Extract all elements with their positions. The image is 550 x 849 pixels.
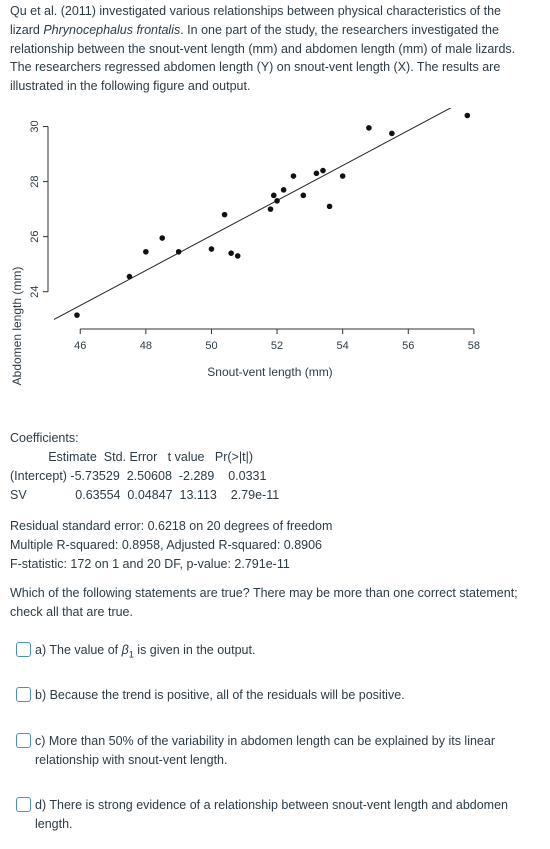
option-c-checkbox[interactable]: [16, 733, 31, 748]
data-point: [464, 112, 471, 119]
option-a[interactable]: a) The value of β1 is given in the outpu…: [16, 641, 516, 662]
option-a-label: a) The value of β1 is given in the outpu…: [35, 641, 516, 662]
data-point: [280, 187, 287, 193]
x-tick-label: 58: [468, 340, 480, 352]
scatter-plot: 24 26 28 30 46 48 50 52 54 56 58 Snout-vent lengt…: [10, 108, 480, 386]
x-tick-label: 48: [140, 340, 152, 352]
x-axis-label: Snout-vent length (mm): [207, 365, 332, 379]
x-tick-label: 56: [402, 340, 414, 352]
y-axis: 24 26 28 30: [29, 120, 49, 298]
option-a-suffix: is given in the output.: [133, 643, 256, 657]
x-axis: 46 48 50 52 54 56 58: [74, 328, 480, 352]
data-point: [389, 130, 395, 137]
option-d[interactable]: d) There is strong evidence of a relatio…: [16, 796, 516, 834]
question-text: Which of the following statements are tr…: [10, 586, 518, 619]
data-points: [74, 112, 471, 318]
data-point: [366, 125, 372, 131]
regression-line: [53, 108, 452, 320]
data-point: [300, 192, 307, 199]
x-tick-label: 50: [205, 340, 217, 352]
option-d-label: d) There is strong evidence of a relatio…: [35, 798, 508, 831]
data-point: [159, 235, 166, 241]
data-point: [320, 167, 326, 174]
y-tick-label: 28: [29, 175, 41, 187]
data-point: [313, 170, 320, 177]
data-point: [221, 211, 228, 218]
option-a-checkbox[interactable]: [16, 642, 31, 657]
y-tick-label: 26: [29, 231, 41, 243]
y-tick-label: 30: [29, 120, 41, 132]
species-name: Phrynocephalus frontalis: [43, 22, 181, 37]
option-b-label: b) Because the trend is positive, all of…: [35, 688, 405, 702]
y-axis-label: Abdomen length (mm): [10, 267, 24, 386]
data-point: [126, 273, 133, 280]
option-b[interactable]: b) Because the trend is positive, all of…: [16, 686, 516, 705]
x-tick-label: 54: [337, 340, 349, 352]
data-point: [143, 248, 149, 255]
intro-text-1: Qu et al. (2011) investigated various re…: [10, 4, 501, 37]
x-tick-label: 52: [271, 340, 283, 352]
regression-line-group: [53, 108, 452, 320]
data-point: [267, 206, 274, 212]
option-c-label: c) More than 50% of the variability in a…: [35, 734, 495, 767]
intro-text-2: . In one part of the study, the research…: [10, 22, 516, 93]
data-point: [234, 253, 241, 259]
intro-paragraph: Qu et al. (2011) investigated various re…: [10, 2, 530, 96]
data-point: [290, 173, 297, 179]
data-point: [339, 173, 346, 179]
data-point: [175, 248, 182, 255]
coefficients-title: Coefficients:: [10, 431, 79, 445]
option-a-prefix: a) The value of: [35, 643, 122, 657]
beta-subscript: 1: [128, 649, 134, 660]
model-summary: Residual standard error: 0.6218 on 20 de…: [10, 519, 333, 571]
option-d-checkbox[interactable]: [16, 797, 31, 812]
option-c[interactable]: c) More than 50% of the variability in a…: [16, 732, 516, 770]
data-point: [326, 203, 333, 210]
data-point: [274, 198, 280, 204]
x-tick-label: 46: [74, 340, 86, 352]
beta-symbol: β1: [121, 643, 134, 660]
beta-letter: β: [121, 643, 129, 657]
data-point: [208, 246, 215, 252]
y-tick-label: 24: [29, 286, 41, 298]
option-b-checkbox[interactable]: [16, 687, 31, 702]
data-point: [74, 312, 80, 318]
data-point: [228, 250, 234, 256]
coefficients-table: Estimate Std. Error t value Pr(>|t|) (In…: [10, 450, 280, 502]
data-point: [270, 192, 277, 199]
